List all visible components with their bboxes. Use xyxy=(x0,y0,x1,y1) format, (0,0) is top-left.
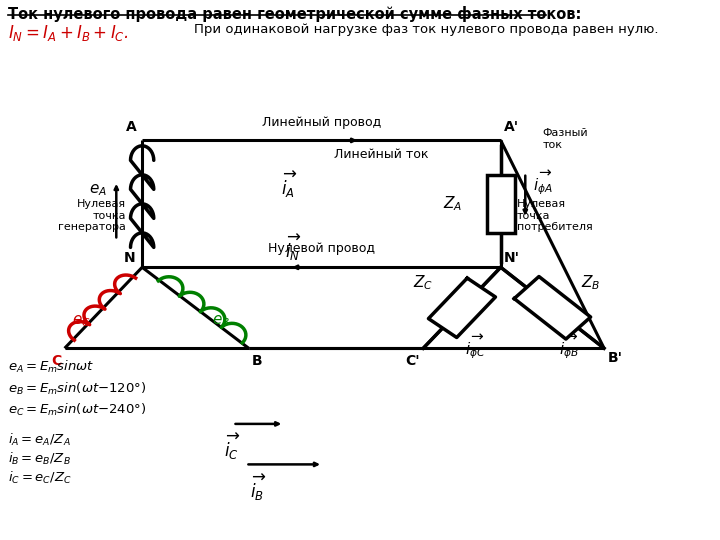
Text: B': B' xyxy=(608,351,622,365)
Bar xyxy=(487,175,515,233)
Text: $Z_B$: $Z_B$ xyxy=(582,273,601,292)
Text: Нулевой провод: Нулевой провод xyxy=(268,242,375,255)
Text: A': A' xyxy=(504,120,519,134)
Text: $e_C$: $e_C$ xyxy=(72,313,91,329)
Text: A: A xyxy=(126,120,137,134)
Text: Линейный провод: Линейный провод xyxy=(262,116,381,129)
Text: Линейный ток: Линейный ток xyxy=(334,148,429,161)
Text: $e_A$: $e_A$ xyxy=(89,183,107,198)
Text: $e_B = E_m sin(\omega t{-}120°)$: $e_B = E_m sin(\omega t{-}120°)$ xyxy=(8,381,146,397)
Text: $\overrightarrow{i_N}$: $\overrightarrow{i_N}$ xyxy=(285,233,302,263)
Text: $\overrightarrow{i_A}$: $\overrightarrow{i_A}$ xyxy=(281,170,297,200)
Text: $i_B = e_B/Z_B$: $i_B = e_B/Z_B$ xyxy=(8,451,71,467)
Text: B: B xyxy=(252,354,263,368)
Text: $e_A = E_m sin\omega t$: $e_A = E_m sin\omega t$ xyxy=(8,359,94,375)
Text: $\overrightarrow{i_{\phi B}}$: $\overrightarrow{i_{\phi B}}$ xyxy=(559,332,579,361)
Text: Фазный
ток: Фазный ток xyxy=(543,128,588,150)
Text: $Z_A$: $Z_A$ xyxy=(443,194,462,213)
Text: $\overrightarrow{i_{\phi A}}$: $\overrightarrow{i_{\phi A}}$ xyxy=(533,168,553,197)
Text: $i_C = e_C/Z_C$: $i_C = e_C/Z_C$ xyxy=(8,470,71,486)
Text: $\overrightarrow{i_C}$: $\overrightarrow{i_C}$ xyxy=(225,432,240,462)
Polygon shape xyxy=(428,278,495,338)
Text: N': N' xyxy=(504,251,520,265)
Text: Ток нулевого провода равен геометрической сумме фазных токов:: Ток нулевого провода равен геометрическо… xyxy=(8,6,581,23)
Text: C: C xyxy=(51,354,61,368)
Text: N: N xyxy=(124,251,135,265)
Text: Нулевая
точка
генератора: Нулевая точка генератора xyxy=(58,199,126,232)
Text: C': C' xyxy=(405,354,420,368)
Text: $\overrightarrow{i_{\phi C}}$: $\overrightarrow{i_{\phi C}}$ xyxy=(465,332,486,361)
Text: $\overrightarrow{i_B}$: $\overrightarrow{i_B}$ xyxy=(251,472,266,503)
Text: $I_N = I_A + I_B + I_C$.: $I_N = I_A + I_B + I_C$. xyxy=(8,23,128,43)
Text: Нулевая
точка
потребителя: Нулевая точка потребителя xyxy=(517,199,593,232)
Text: $Z_C$: $Z_C$ xyxy=(413,273,433,292)
Text: $e_C = E_m sin(\omega t{-}240°)$: $e_C = E_m sin(\omega t{-}240°)$ xyxy=(8,402,146,418)
Text: При одинаковой нагрузке фаз ток нулевого провода равен нулю.: При одинаковой нагрузке фаз ток нулевого… xyxy=(194,23,658,36)
Text: $i_A = e_A/Z_A$: $i_A = e_A/Z_A$ xyxy=(8,432,71,448)
Text: $e_B$: $e_B$ xyxy=(212,313,230,329)
Polygon shape xyxy=(514,276,590,339)
